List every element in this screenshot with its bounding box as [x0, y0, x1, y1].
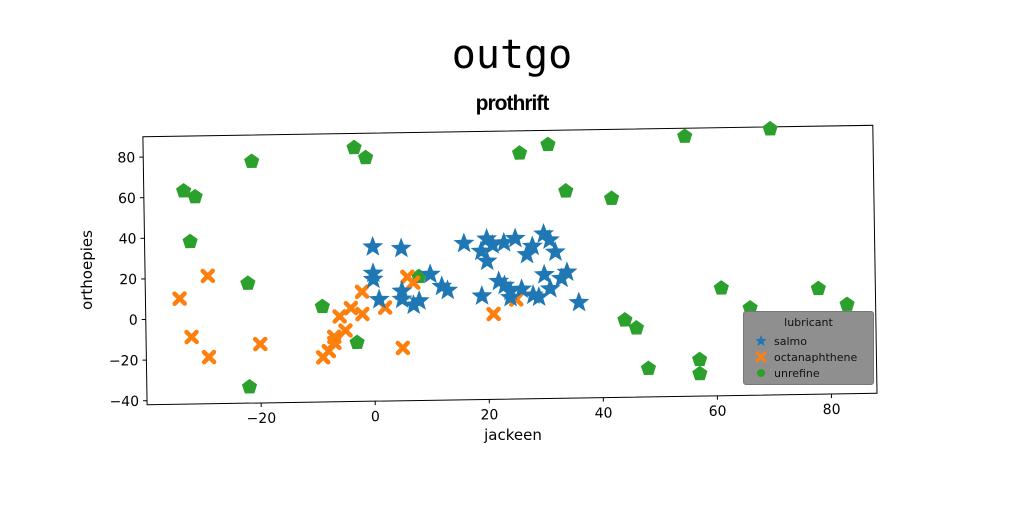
x-axis-label: jackeen	[483, 426, 542, 444]
y-tick-label: 80	[117, 150, 135, 166]
legend: lubricant salmo octanaphthene unrefine	[743, 311, 874, 385]
legend-title: lubricant	[744, 316, 873, 329]
x-tick-label: 40	[595, 405, 613, 421]
y-tick-label: −20	[109, 353, 139, 369]
y-axis-label: orthoepies	[78, 230, 96, 310]
x-tick-label: 20	[480, 407, 498, 423]
y-tick-label: 40	[119, 231, 137, 247]
legend-label: unrefine	[774, 367, 820, 380]
legend-item-salmo: salmo	[752, 333, 807, 349]
star-marker-icon	[752, 334, 770, 348]
x-tick-label: 0	[371, 409, 380, 425]
legend-item-unrefine: unrefine	[752, 365, 820, 381]
y-tick-label: 20	[119, 272, 137, 288]
pentagon-marker-icon	[752, 366, 770, 380]
y-tick-label: 0	[129, 313, 138, 329]
y-tick-label: 60	[118, 191, 136, 207]
y-axis: −40 −20 0 20 40 60 80	[106, 150, 148, 410]
y-tick-label: −40	[109, 394, 139, 410]
x-tick-label: 60	[709, 404, 727, 420]
x-tick-label: 80	[823, 402, 841, 418]
x-tick-label: −20	[247, 411, 277, 427]
legend-item-octanaphthene: octanaphthene	[752, 349, 857, 365]
legend-label: salmo	[774, 335, 807, 348]
legend-label: octanaphthene	[774, 351, 857, 364]
x-marker-icon	[752, 350, 770, 364]
